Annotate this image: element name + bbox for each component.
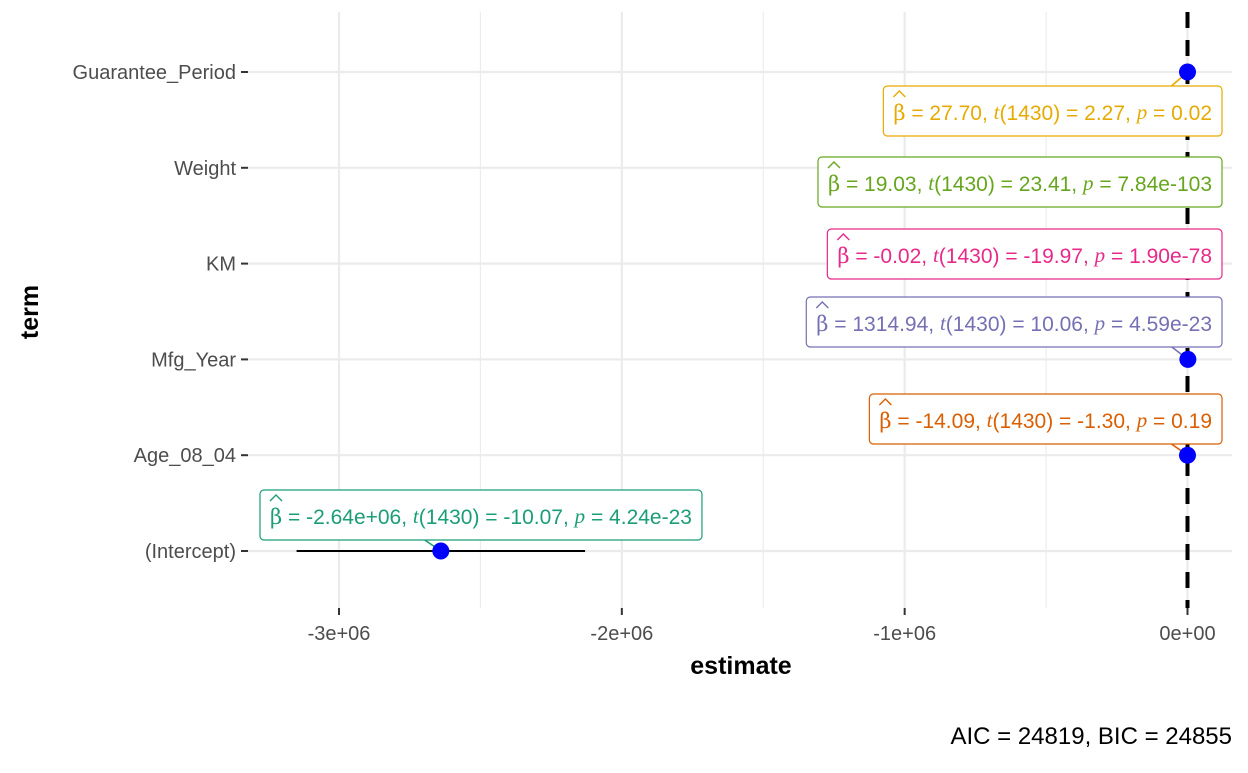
stat-t: t [987,408,994,432]
y-tick-label: Mfg_Year [151,349,236,371]
estimate-point [1178,446,1196,464]
stat-p-value: = 4.59e-23 [1105,313,1212,336]
annotation-box [868,393,1223,445]
x-axis-title: estimate [690,652,792,680]
annotation-box [259,489,703,541]
beta-hat [815,301,829,309]
stat-p: p [1135,408,1148,432]
stat-p-value: = 1.90e-78 [1105,245,1212,268]
beta-hat [892,90,906,98]
annotation-box [817,156,1223,208]
estimate-point [1179,350,1197,368]
stat-p: p [1135,100,1148,124]
annotation-label: β = -0.02, t(1430) = -19.97, p = 1.90e-7… [826,228,1223,280]
beta-hat [836,233,850,241]
beta-symbol: β [837,244,849,268]
annotation-label: β = 19.03, t(1430) = 23.41, p = 7.84e-10… [817,156,1223,208]
beta-symbol: β [828,172,840,196]
annotation-box [826,228,1223,280]
beta-hat [269,494,283,502]
annotation-text: β = -0.02, t(1430) = -19.97, p = 1.90e-7… [837,243,1212,268]
beta-symbol: β [816,312,828,336]
beta-symbol: β [270,505,282,529]
annotation-box [882,85,1223,137]
y-axis-title: term [16,285,44,339]
stat-t-value: (1430) = 23.41, [934,173,1083,196]
stat-t: t [933,243,940,267]
annotation-text: β = 19.03, t(1430) = 23.41, p = 7.84e-10… [828,171,1212,196]
stat-p-value: = 4.24e-23 [585,506,692,529]
beta-hat [827,161,841,169]
stat-p: p [1093,311,1106,335]
x-tick-label: -1e+06 [873,623,936,645]
stat-t-value: (1430) = -10.07, [419,506,575,529]
y-tick-label: KM [206,254,236,276]
x-tick-label: 0e+00 [1159,623,1215,645]
annotation-label: β = -14.09, t(1430) = -1.30, p = 0.19 [868,393,1223,445]
stat-t-value: (1430) = 2.27, [1000,102,1137,125]
stat-p-value: = 0.02 [1147,102,1212,125]
beta-value: = -0.02, [849,245,932,268]
stat-t: t [940,311,947,335]
stat-t: t [994,100,1001,124]
beta-value: = 27.70, [906,102,994,125]
stat-t-value: (1430) = -1.30, [993,410,1137,433]
beta-hat [878,398,892,406]
stat-p: p [1093,243,1106,267]
beta-value: = -14.09, [892,410,987,433]
annotation-text: β = -14.09, t(1430) = -1.30, p = 0.19 [879,408,1212,433]
beta-value: = 19.03, [840,173,928,196]
estimate-point [432,542,450,560]
stat-t-value: (1430) = 10.06, [946,313,1095,336]
annotation-text: β = -2.64e+06, t(1430) = -10.07, p = 4.2… [270,504,692,529]
beta-value: = 1314.94, [828,313,940,336]
label-layer: β = 27.70, t(1430) = 2.27, p = 0.02β = 1… [259,85,1223,541]
stat-t: t [928,171,935,195]
caption-aic-bic: AIC = 24819, BIC = 24855 [950,723,1232,750]
y-tick-label: Weight [174,158,236,180]
stat-p: p [573,504,586,528]
y-tick-label: (Intercept) [145,541,236,563]
annotation-label: β = -2.64e+06, t(1430) = -10.07, p = 4.2… [259,489,703,541]
annotation-label: β = 1314.94, t(1430) = 10.06, p = 4.59e-… [805,296,1223,348]
stat-p-value: = 0.19 [1147,410,1212,433]
stat-t-value: (1430) = -19.97, [939,245,1095,268]
axis-layer: -3e+06 -2e+06 -1e+06 0e+00 (Intercept) Age_08… [73,62,1216,645]
annotation-label: β = 27.70, t(1430) = 2.27, p = 0.02 [882,85,1223,137]
annotation-text: β = 27.70, t(1430) = 2.27, p = 0.02 [893,100,1212,125]
annotation-text: β = 1314.94, t(1430) = 10.06, p = 4.59e-… [816,311,1212,336]
stat-p: p [1081,171,1094,195]
beta-symbol: β [879,409,891,433]
annotation-box [805,296,1223,348]
x-tick-label: -3e+06 [308,623,371,645]
stat-p-value: = 7.84e-103 [1093,173,1212,196]
y-tick-label: Guarantee_Period [73,62,236,84]
x-tick-label: -2e+06 [590,623,653,645]
beta-value: = -2.64e+06, [282,506,413,529]
estimate-point [1179,63,1197,81]
y-tick-label: Age_08_04 [134,445,236,467]
stat-t: t [413,504,420,528]
beta-symbol: β [893,101,905,125]
